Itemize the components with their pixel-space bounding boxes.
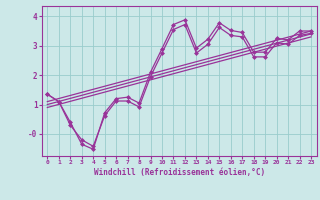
X-axis label: Windchill (Refroidissement éolien,°C): Windchill (Refroidissement éolien,°C) — [94, 168, 265, 177]
